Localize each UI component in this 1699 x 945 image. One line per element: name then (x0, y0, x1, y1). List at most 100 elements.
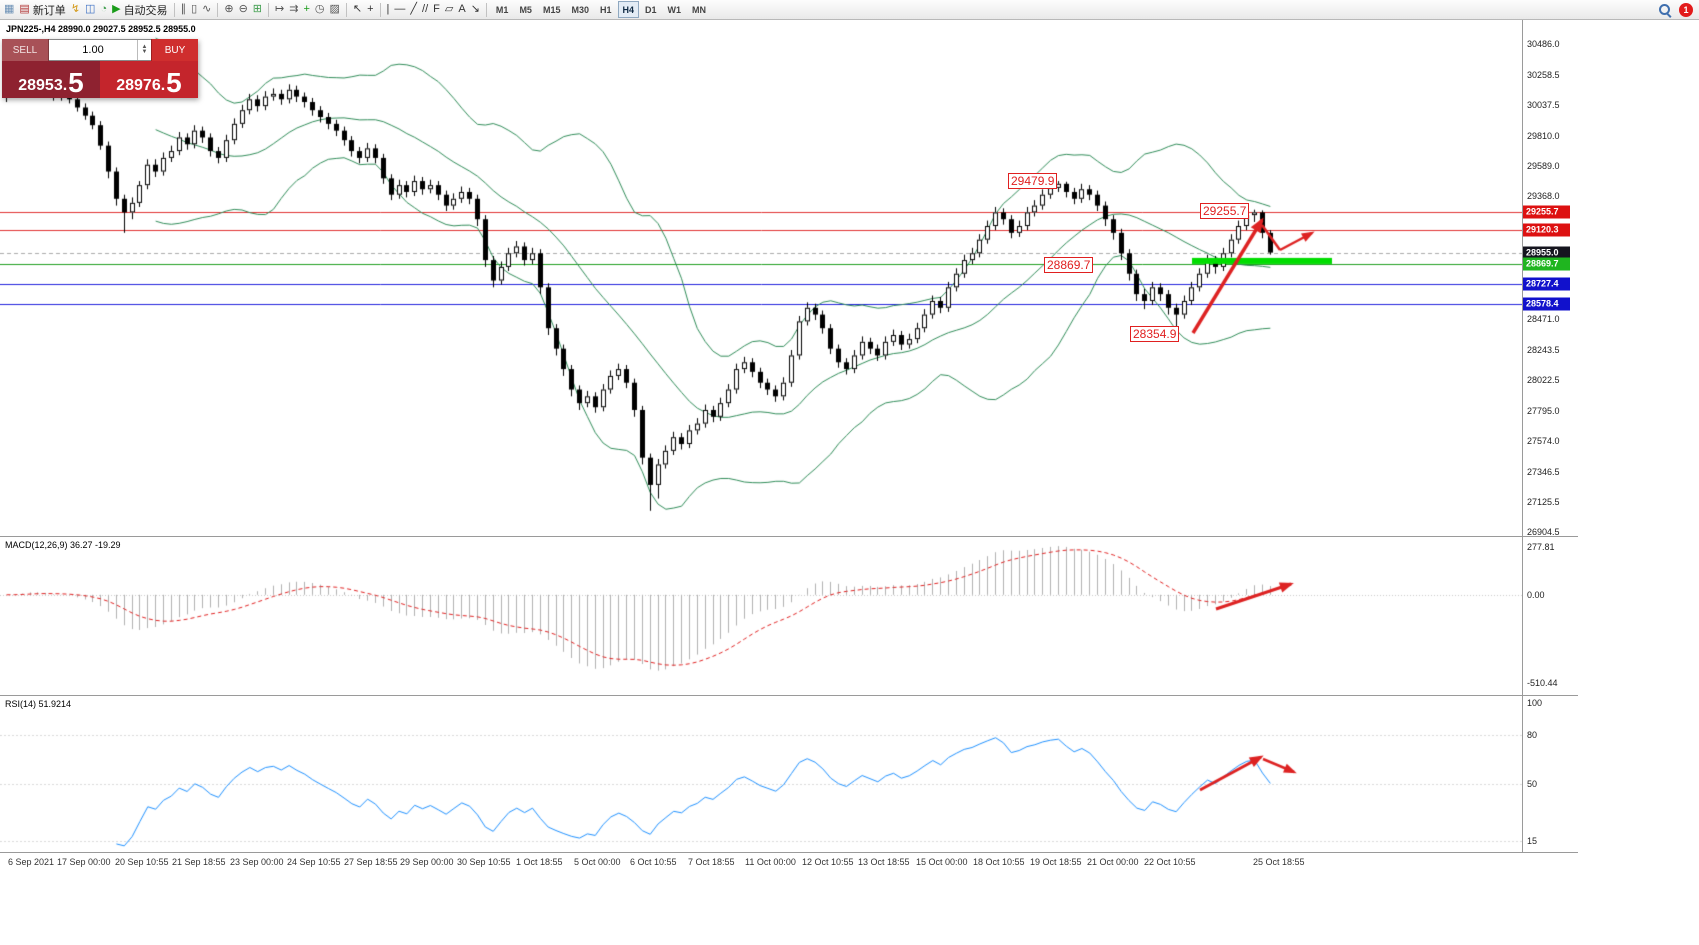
fibonacci-icon[interactable]: F (431, 1, 442, 18)
time-axis-label: 7 Oct 18:55 (688, 857, 735, 867)
timeframe-m30-button[interactable]: M30 (571, 4, 589, 15)
zoom-in-icon[interactable]: ⊕ (222, 1, 235, 18)
price-tick-label: 30258.5 (1527, 69, 1560, 80)
templates-icon[interactable]: ▨ (327, 1, 341, 18)
buy-price-big-digit: 5 (166, 67, 182, 98)
macd-panel-canvas[interactable] (0, 537, 1523, 695)
price-tag: 28869.7 (1523, 257, 1570, 271)
timeframe-h4-button[interactable]: H4 (617, 1, 640, 18)
timeframe-w1-button[interactable]: W1 (667, 4, 682, 15)
periods-icon: ◷ (314, 3, 325, 15)
symbol-ohlc-line: JPN225-,H4 28990.0 29027.5 28952.5 28955… (6, 24, 196, 34)
candlestick-chart-icon[interactable]: ▯ (189, 1, 199, 18)
terminal-icon[interactable]: ◔ (98, 1, 109, 18)
rsi-scale-label: 15 (1527, 835, 1538, 846)
time-axis-label: 11 Oct 00:00 (745, 857, 796, 867)
time-axis-label: 21 Sep 18:55 (172, 857, 226, 867)
time-axis-label: 5 Oct 00:00 (574, 857, 621, 867)
new-order-button[interactable]: ▤ 新订单 (17, 1, 67, 18)
line-chart-icon[interactable]: ∿ (200, 1, 213, 18)
time-axis-label: 30 Sep 10:55 (457, 857, 511, 867)
rsi-scale-label: 100 (1527, 697, 1543, 708)
rsi-panel-canvas[interactable] (0, 696, 1523, 852)
spin-down-icon[interactable]: ▼ (141, 49, 148, 55)
arrow-tool-icon[interactable]: ↘ (469, 1, 482, 18)
timeframe-mn-button[interactable]: MN (692, 4, 707, 15)
price-tick-label: 27574.0 (1527, 435, 1560, 446)
sell-button[interactable]: SELL (2, 39, 49, 61)
horizontal-line-icon[interactable]: — (392, 1, 407, 18)
channel-icon[interactable]: // (420, 1, 430, 18)
cursor-icon[interactable]: ↖ (351, 1, 364, 18)
navigator-icon: ◫ (85, 3, 96, 15)
price-tick-label: 30486.0 (1527, 39, 1560, 49)
time-axis-label: 15 Oct 00:00 (916, 857, 968, 867)
buy-price-main: 28976. (116, 77, 166, 94)
price-tick-label: 28022.5 (1527, 374, 1560, 385)
chart-window-icon: ▦ (4, 3, 15, 15)
chart-shift-icon[interactable]: ⇉ (287, 1, 300, 18)
price-tick-label: 28471.0 (1527, 313, 1560, 324)
navigator-icon[interactable]: ◫ (83, 1, 97, 18)
vertical-line-icon: | (386, 3, 390, 15)
timeframe-d1-button[interactable]: D1 (645, 4, 657, 15)
indicators-icon: + (303, 3, 310, 15)
search-icon[interactable] (1658, 3, 1672, 17)
panel-separator[interactable] (0, 852, 1578, 853)
volume-input[interactable]: 1.00 (82, 44, 104, 56)
crosshair-icon: + (367, 3, 374, 15)
chart-window-icon[interactable]: ▦ (2, 1, 16, 18)
templates-icon: ▨ (329, 3, 340, 15)
periods-icon[interactable]: ◷ (313, 1, 327, 18)
one-click-trading-panel: SELL 1.00 ▲ ▼ BUY 28953. 5 28976. 5 (2, 39, 198, 98)
zoom-out-icon[interactable]: ⊖ (237, 1, 250, 18)
panel-separator[interactable] (0, 536, 1578, 537)
price-annotation[interactable]: 29255.7 (1200, 203, 1250, 219)
toolbar-separator (345, 2, 347, 17)
tile-windows-icon[interactable]: ⊞ (251, 1, 264, 18)
price-tick-label: 27346.5 (1527, 466, 1560, 477)
bar-chart-icon[interactable]: ∥ (179, 1, 189, 18)
timeframe-m15-button[interactable]: M15 (542, 4, 561, 15)
toolbar: ▦ ▤ 新订单 ↯ ◫ ◔ ▶ 自动交易 ∥ ▯ ∿ ⊕ ⊖ ⊞ ↦ ⇉ + ◷ ▨ ↖ + | — ╱//F ▱ A ↘ M1 M5 M… (0, 0, 1699, 20)
price-annotation[interactable]: 29479.9 (1008, 173, 1058, 189)
panel-separator[interactable] (0, 695, 1578, 696)
notification-badge[interactable]: 1 (1679, 2, 1693, 17)
time-axis-label: 22 Oct 10:55 (1144, 857, 1196, 867)
shapes-icon[interactable]: ▱ (443, 1, 455, 18)
auto-scroll-icon[interactable]: ↦ (273, 1, 286, 18)
price-tick-label: 27795.0 (1527, 405, 1560, 416)
price-tick-label: 28243.5 (1527, 344, 1560, 355)
buy-button[interactable]: BUY (151, 39, 198, 61)
terminal-icon: ◔ (100, 3, 108, 15)
price-annotation[interactable]: 28354.9 (1130, 326, 1180, 342)
timeframe-h1-button[interactable]: H1 (599, 4, 612, 15)
time-axis-label: 27 Sep 18:55 (344, 857, 398, 867)
sell-price[interactable]: 28953. 5 (2, 61, 100, 98)
toolbar-buttons: ▦ ▤ 新订单 ↯ ◫ ◔ ▶ 自动交易 ∥ ▯ ∿ ⊕ ⊖ ⊞ ↦ ⇉ + ◷ ▨ ↖ + | — ╱//F ▱ A ↘ M1 M5 M… (2, 0, 711, 19)
tile-windows-icon: ⊞ (252, 3, 262, 15)
new-order-icon: ▤ (19, 3, 30, 15)
text-icon: A (458, 3, 466, 15)
price-tag: 28955.0 (1523, 246, 1570, 260)
market-watch-icon[interactable]: ↯ (69, 1, 82, 18)
price-annotation[interactable]: 28869.7 (1044, 257, 1094, 273)
timeframe-m5-button[interactable]: M5 (519, 4, 532, 15)
crosshair-icon[interactable]: + (365, 1, 375, 18)
text-icon[interactable]: A (456, 1, 467, 18)
timeframe-m1-button[interactable]: M1 (495, 4, 509, 15)
vertical-line-icon[interactable]: | (385, 1, 392, 18)
main-chart-canvas[interactable] (0, 20, 1523, 536)
macd-indicator-label: MACD(12,26,9) 36.27 -19.29 (5, 540, 121, 550)
volume-stepper[interactable]: ▲ ▼ (137, 40, 151, 60)
macd-scale-label: -510.44 (1527, 678, 1558, 688)
price-tag: 28727.4 (1523, 277, 1570, 291)
spin-up-icon[interactable]: ▲ (141, 44, 148, 50)
time-axis-label: 17 Sep 00:00 (57, 857, 111, 867)
autotrading-button[interactable]: ▶ 自动交易 (110, 1, 169, 18)
indicators-icon[interactable]: + (301, 1, 311, 18)
buy-price[interactable]: 28976. 5 (100, 61, 198, 98)
trendline-icon[interactable]: ╱ (408, 1, 419, 18)
price-tick-label: 29810.0 (1527, 131, 1560, 142)
